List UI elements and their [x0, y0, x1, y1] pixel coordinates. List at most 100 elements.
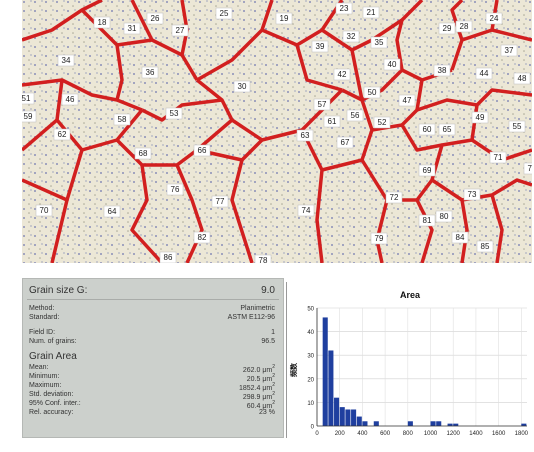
grain-label-box [370, 232, 388, 245]
histogram-bar [351, 409, 357, 426]
grain-number-label: 44 [480, 69, 489, 78]
grain-boundary-map: 18 31 26 27 25 19 23 21 32 35 29 28 24 39 37 40 44 48 42 38… [22, 0, 532, 263]
grain-label-box [471, 111, 489, 124]
x-tick-label: 1200 [447, 431, 461, 437]
grain-number-label: 64 [108, 207, 117, 216]
histogram-bar [362, 421, 368, 426]
grain-label-box [500, 44, 518, 57]
grain-number-label: 19 [280, 14, 289, 23]
grain-label-box [463, 188, 481, 201]
grain-label-box [146, 12, 164, 25]
method-label: Method: [29, 305, 55, 312]
grain-area-title: Grain Area [29, 351, 77, 362]
y-tick-label: 20 [307, 377, 314, 383]
grain-label-box [418, 164, 436, 177]
grain-number-label: 70 [40, 206, 49, 215]
chart-axes [316, 308, 527, 427]
conf-row: 95% Conf. inter.: 60.4 μm2 [29, 399, 275, 410]
grain-size-row: Grain size G: 9.0 [29, 285, 275, 297]
grain-number-label: 30 [238, 82, 247, 91]
grain-label-box [215, 7, 233, 20]
grain-label-box [311, 40, 329, 53]
mean-value: 262.0 [242, 367, 261, 374]
grain-number-label: 62 [58, 130, 67, 139]
mean-unit-exp: 2 [272, 364, 275, 370]
y-tick-label: 30 [307, 354, 314, 360]
grain-number-label: 75 [528, 164, 532, 173]
histogram-bar [436, 421, 442, 426]
grain-number-label: 50 [368, 88, 377, 97]
conf-value: 60.4 [246, 403, 261, 410]
grain-number-label: 78 [259, 256, 268, 263]
grain-label-box [254, 254, 272, 263]
grain-number-label: 24 [490, 14, 499, 23]
grain-number-label: 63 [301, 131, 310, 140]
grain-label-box [113, 113, 131, 126]
area-histogram: Area 频数 0 200 400 600 800 1000 1200 1400 1600 180… [289, 290, 529, 437]
grain-number-label: 36 [146, 68, 155, 77]
grain-label-box [418, 214, 436, 227]
grain-number-label: 55 [513, 122, 522, 131]
grain-number-label: 79 [375, 234, 384, 243]
x-tick-label: 600 [380, 431, 391, 437]
grain-label-box [193, 231, 211, 244]
grain-label-box [193, 144, 211, 157]
std-dev-value: 298.9 [242, 394, 261, 401]
grain-boundaries [22, 0, 532, 263]
grain-number-label: 29 [443, 24, 452, 33]
conf-label: 95% Conf. inter.: [29, 400, 81, 407]
grain-number-label: 74 [302, 206, 311, 215]
grain-label-box [523, 162, 532, 175]
y-tick-label: 0 [311, 425, 315, 431]
grain-label-box [438, 22, 456, 35]
y-axis-label: 频数 [289, 362, 298, 377]
grain-label-box [296, 129, 314, 142]
grain-number-label: 48 [518, 74, 527, 83]
grain-number-label: 73 [468, 190, 477, 199]
grain-label-box [103, 205, 121, 218]
grain-number-label: 57 [318, 100, 327, 109]
grain-number-label: 21 [367, 8, 376, 17]
grain-number-label: 31 [128, 24, 137, 33]
y-tick-label: 40 [307, 330, 314, 336]
minimum-unit: μm [262, 376, 273, 383]
histogram-bar [322, 317, 328, 426]
std-dev-unit: μm [262, 394, 273, 401]
grain-number-label: 58 [118, 115, 127, 124]
grain-number-label: 60 [423, 125, 432, 134]
grain-number-label: 53 [170, 109, 179, 118]
grain-label-box [123, 22, 141, 35]
grain-label-box [166, 183, 184, 196]
grain-label-box [513, 72, 531, 85]
grain-label-box [346, 109, 364, 122]
grain-label-box [370, 36, 388, 49]
grain-number-label: 86 [164, 253, 173, 262]
grain-number-label: 28 [460, 22, 469, 31]
x-tick-label: 200 [335, 431, 346, 437]
histogram-bar [356, 416, 362, 426]
x-tick-label: 1000 [424, 431, 438, 437]
minimum-label: Minimum: [29, 373, 60, 380]
grain-number-label: 39 [316, 42, 325, 51]
y-tick-label: 50 [307, 307, 314, 313]
histogram-bar [334, 397, 340, 426]
x-tick-label: 800 [403, 431, 414, 437]
grain-label-box [211, 195, 229, 208]
grain-label-box [373, 116, 391, 129]
standard-value: ASTM E112-96 [227, 314, 275, 321]
chart-grid [316, 307, 527, 427]
grain-number-label: 69 [423, 166, 432, 175]
grain-number-label: 35 [375, 38, 384, 47]
y-tick-labels: 0 10 20 30 40 50 [307, 307, 314, 431]
grain-label-box [61, 93, 79, 106]
grain-number-label: 46 [66, 95, 75, 104]
num-grains-label: Num. of grains: [29, 338, 77, 345]
grain-number-label: 81 [423, 216, 432, 225]
grain-number-label: 47 [403, 96, 412, 105]
grain-label-box [313, 98, 331, 111]
x-tick-labels: 0 200 400 600 800 1000 1200 1400 1600 1800 [315, 431, 528, 437]
histogram-bar [447, 423, 453, 426]
grain-label-box [297, 204, 315, 217]
accuracy-value: 23 [259, 409, 267, 416]
x-tick-label: 1600 [492, 431, 506, 437]
